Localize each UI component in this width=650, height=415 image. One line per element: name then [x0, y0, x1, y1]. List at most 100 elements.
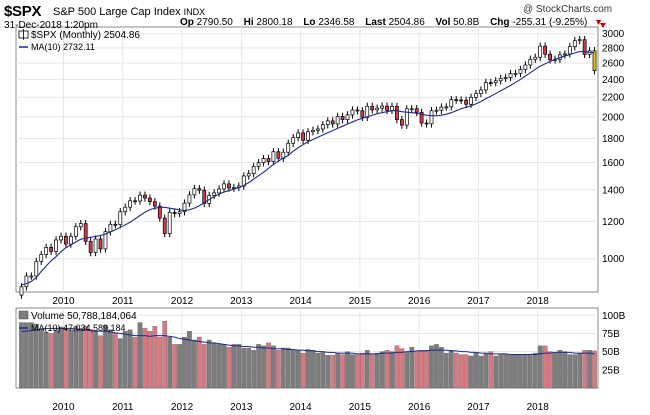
candle-body-13 [83, 223, 88, 242]
last-quote: Last 2504.86 [365, 17, 429, 28]
volume-x-tick-2017: 2017 [467, 402, 490, 413]
down-arrow-icon: ▼ [594, 17, 604, 27]
candle-body-80 [414, 108, 419, 113]
candle-body-36 [197, 188, 202, 191]
volume-bar-103 [527, 354, 533, 389]
volume-ma-line [21, 327, 595, 356]
volume-bar-109 [557, 350, 563, 389]
volume-bar-111 [567, 354, 573, 389]
candle-body-54 [286, 142, 291, 153]
candle-body-3 [34, 261, 39, 277]
volume-bar-23 [132, 336, 138, 389]
volume-bar-38 [206, 339, 212, 389]
volume-bar-53 [280, 347, 286, 389]
volume-bar-65 [340, 354, 345, 389]
volume-bar-54 [285, 347, 291, 389]
candle-body-84 [434, 109, 439, 112]
volume-bar-105 [537, 345, 543, 389]
volume-bar-107 [547, 351, 553, 389]
volume-bar-81 [419, 350, 424, 389]
candle-body-10 [68, 236, 73, 245]
volume-legend-series: Volume 50,788,184,064 [31, 311, 137, 322]
high-label: Hi [243, 17, 254, 28]
volume-bar-99 [508, 355, 513, 389]
volume-bar-66 [345, 351, 350, 389]
candle-body-98 [503, 77, 508, 79]
volume-bar-86 [444, 352, 449, 389]
price-y-tick-1200: 1200 [602, 217, 625, 228]
volume-bar-42 [226, 347, 232, 389]
vol-label: Vol [435, 17, 451, 28]
candle-body-65 [340, 116, 345, 120]
candle-body-24 [138, 194, 142, 202]
candle-body-107 [548, 53, 552, 61]
copyright-label: @ StockCharts.com [523, 4, 613, 15]
candle-body-55 [291, 137, 296, 144]
candle-body-101 [518, 69, 523, 74]
volume-bar-79 [409, 347, 415, 389]
volume-bar-12 [78, 328, 84, 389]
volume-bar-58 [305, 349, 311, 389]
volume-y-tick-100B: 100B [602, 311, 626, 322]
volume-bar-115 [587, 350, 592, 389]
candle-body-14 [88, 240, 93, 253]
chg-value: -255.31 (-9.25%) [512, 17, 588, 28]
volume-bar-3 [33, 323, 39, 389]
candle-body-28 [157, 205, 162, 219]
candle-body-64 [335, 116, 340, 125]
volume-bar-2 [29, 322, 34, 389]
volume-y-tick-75B: 75B [602, 329, 620, 340]
candle-body-58 [306, 131, 310, 141]
price-legend-series: $SPX (Monthly) 2504.86 [31, 30, 140, 41]
price-y-tick-2400: 2400 [602, 75, 625, 86]
candle-body-90 [464, 99, 468, 105]
candle-body-29 [162, 217, 167, 234]
candle-body-37 [202, 189, 207, 204]
volume-bar-89 [458, 354, 464, 389]
candle-body-21 [123, 206, 128, 213]
volume-bar-113 [577, 352, 583, 389]
candle-body-70 [365, 105, 370, 118]
volume-bar-76 [394, 345, 400, 389]
candle-body-63 [330, 120, 335, 125]
price-x-tick-2015: 2015 [349, 296, 372, 307]
volume-bar-52 [276, 350, 281, 389]
candle-body-49 [261, 158, 266, 164]
index-name: S&P 500 Large Cap Index INDX [53, 6, 205, 18]
volume-bar-88 [453, 352, 459, 389]
volume-bar-50 [266, 342, 271, 389]
volume-bar-60 [315, 352, 321, 389]
volume-bar-48 [256, 344, 261, 389]
volume-bar-69 [360, 352, 365, 389]
candle-body-17 [103, 231, 108, 250]
candle-body-6 [49, 247, 53, 252]
volume-bar-32 [177, 344, 182, 389]
price-x-tick-2017: 2017 [467, 296, 490, 307]
volume-bar-21 [122, 331, 128, 389]
candle-body-78 [404, 108, 409, 126]
candle-body-23 [133, 200, 137, 203]
candle-body-7 [54, 239, 58, 252]
volume-bar-91 [468, 355, 474, 389]
volume-bar-82 [424, 350, 429, 389]
candle-body-97 [498, 78, 503, 82]
candle-body-9 [64, 235, 68, 245]
volume-bar-77 [399, 348, 405, 389]
volume-bar-30 [167, 336, 172, 389]
volume-bar-98 [503, 354, 508, 389]
volume-bar-90 [463, 354, 469, 389]
open-quote: Op 2790.50 [180, 17, 237, 28]
candle-body-81 [419, 111, 424, 124]
volume-bar-33 [182, 336, 187, 389]
candle-body-74 [385, 105, 389, 111]
volume-bar-108 [552, 352, 558, 389]
volume-bar-13 [83, 326, 89, 389]
candle-body-103 [528, 58, 533, 66]
volume-bar-106 [542, 345, 548, 389]
candle-body-1 [24, 275, 29, 288]
candle-body-73 [380, 105, 384, 109]
volume-x-tick-2010: 2010 [52, 402, 75, 413]
volume-bar-25 [142, 328, 148, 389]
candle-body-62 [325, 120, 330, 126]
